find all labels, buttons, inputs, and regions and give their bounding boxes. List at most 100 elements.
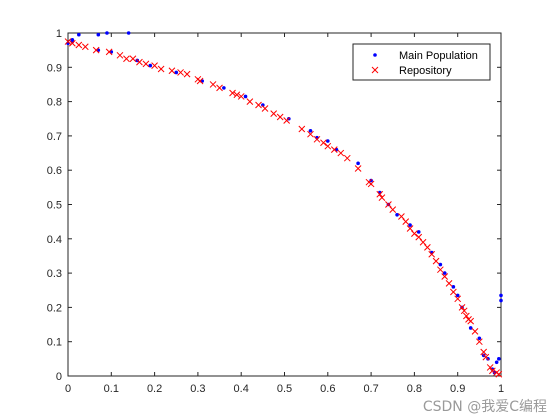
repository-point: [432, 257, 440, 265]
main-population-point: [148, 63, 153, 68]
repository-point: [157, 65, 165, 73]
x-tick-label: 0.7: [363, 383, 378, 395]
repository-point: [81, 43, 89, 51]
repository-point-stroke: [458, 304, 466, 311]
y-axis-ticks: 0 0.1 0.2 0.3 0.4 0.5 0.6 0.7 0.8 0.9 1: [47, 28, 501, 383]
repository-point: [376, 190, 384, 198]
main-population-point: [499, 298, 503, 303]
repository-point: [298, 125, 306, 133]
repository-point: [445, 280, 453, 287]
repository-point-stroke: [460, 307, 468, 315]
main-population-point: [455, 293, 460, 298]
repository-point-stroke: [330, 146, 338, 153]
y-tick-label: 1: [56, 28, 62, 40]
repository-point-stroke: [183, 70, 191, 78]
repository-point: [330, 146, 338, 153]
repository-point-stroke: [495, 370, 503, 378]
repository-point: [261, 105, 269, 112]
repository-point-stroke: [233, 91, 241, 99]
repository-point-stroke: [378, 194, 386, 201]
x-axis-ticks: 0 0.1 0.2 0.3 0.4 0.5 0.6 0.7 0.8 0.9 1: [65, 33, 504, 395]
x-tick-label: 0.3: [190, 383, 205, 395]
repository-point: [454, 295, 462, 303]
repository-point: [463, 312, 470, 320]
main-population-point: [442, 271, 447, 275]
main-population-point: [451, 285, 456, 289]
repository-point: [151, 62, 158, 69]
repository-point: [415, 233, 423, 241]
x-tick-label: 0.9: [450, 383, 465, 395]
repository-point-stroke: [415, 233, 423, 241]
main-population-point: [222, 86, 226, 90]
repository-point: [419, 238, 427, 246]
x-tick-label: 0.5: [277, 383, 292, 395]
y-tick-label: 0.3: [47, 268, 62, 280]
repository-point-stroke: [123, 55, 130, 63]
repository-point: [437, 266, 444, 274]
repository-point: [229, 89, 236, 97]
repository-point: [116, 51, 124, 59]
repository-point: [64, 38, 72, 45]
repository-point-stroke: [471, 328, 479, 335]
repository-point-stroke: [68, 39, 76, 47]
repository-point-stroke: [337, 149, 345, 157]
repository-point: [428, 250, 436, 258]
repository-point-stroke: [92, 46, 100, 54]
repository-point-stroke: [75, 41, 83, 49]
repository-point: [209, 81, 217, 88]
repository-point-stroke: [129, 55, 137, 63]
repository-point: [486, 364, 494, 371]
repository-point: [324, 142, 332, 150]
repository-point-stroke: [432, 257, 440, 265]
x-tick-label: 0.1: [104, 383, 119, 395]
y-tick-label: 0.1: [47, 337, 62, 349]
repository-point: [367, 180, 375, 188]
repository-point-stroke: [157, 65, 165, 73]
repository-point: [255, 101, 262, 109]
main-population-point: [326, 139, 330, 143]
main-population-point: [494, 360, 499, 365]
main-population-point: [416, 230, 421, 234]
main-population-point: [408, 223, 412, 227]
repository-point-stroke: [307, 130, 314, 138]
data-marks: [64, 31, 503, 378]
y-tick-label: 0: [56, 371, 62, 383]
watermark: CSDN @我爱C编程: [422, 399, 547, 415]
main-population-point: [468, 326, 473, 330]
repository-point: [270, 110, 278, 117]
repository-point-stroke: [402, 218, 410, 226]
repository-point: [398, 213, 405, 220]
repository-point-stroke: [411, 230, 418, 238]
main-population-point: [499, 293, 503, 298]
plot-area: [67, 32, 502, 377]
repository-point-stroke: [276, 113, 284, 121]
repository-point: [402, 218, 410, 226]
repository-point-stroke: [367, 180, 375, 188]
repository-point-stroke: [486, 364, 494, 371]
repository-point: [313, 135, 321, 143]
repository-point: [237, 93, 245, 100]
repository-point: [337, 149, 345, 157]
main-population-point: [438, 262, 443, 267]
repository-point: [385, 201, 392, 208]
repository-point: [196, 77, 204, 85]
repository-point-stroke: [419, 238, 427, 246]
repository-point-stroke: [437, 266, 444, 274]
main-population-point: [105, 31, 109, 35]
repository-point-stroke: [320, 139, 327, 147]
main-population-point: [497, 357, 501, 361]
repository-point-stroke: [229, 89, 236, 97]
repository-point: [177, 69, 184, 76]
repository-point: [105, 48, 113, 56]
main-population-point: [77, 32, 81, 37]
repository-point-stroke: [389, 206, 397, 213]
repository-point-stroke: [283, 117, 291, 124]
main-population-point: [126, 31, 131, 35]
repository-point: [389, 206, 397, 213]
repository-point-stroke: [475, 338, 483, 346]
repository-point-stroke: [343, 154, 351, 162]
repository-point: [75, 41, 83, 49]
repository-point-stroke: [424, 244, 431, 251]
repository-point-stroke: [482, 353, 490, 361]
